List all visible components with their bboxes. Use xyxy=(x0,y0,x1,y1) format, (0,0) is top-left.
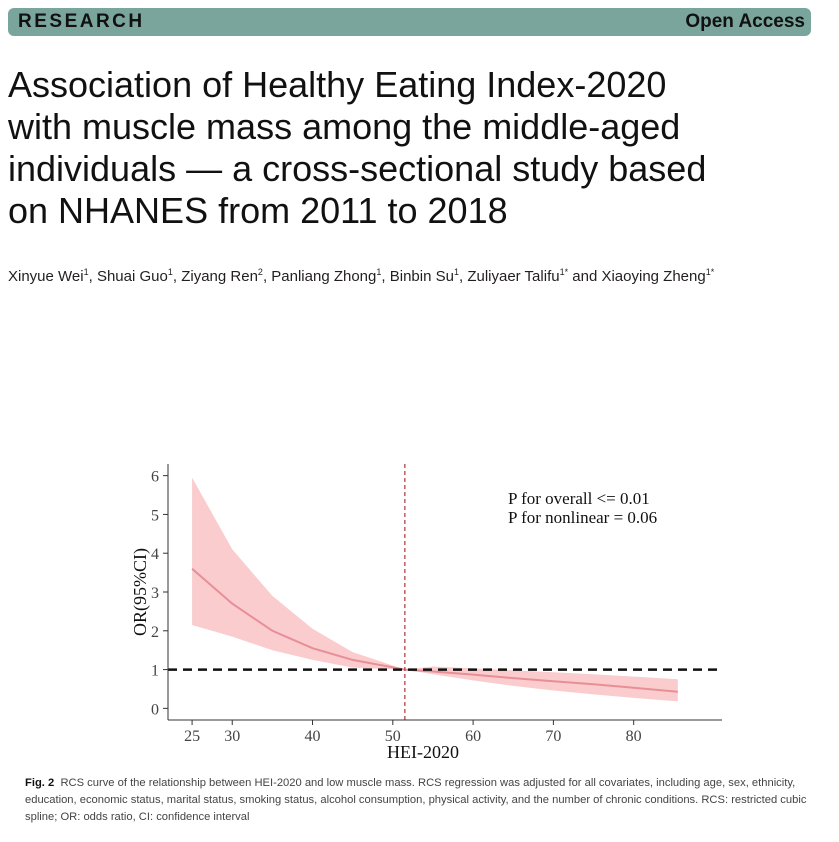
author-name: Panliang Zhong xyxy=(271,268,377,285)
author[interactable]: Ziyang Ren2 xyxy=(181,267,263,286)
author[interactable]: Shuai Guo1 xyxy=(96,267,173,286)
author-name: Xiaoying Zheng xyxy=(601,268,706,285)
y-tick-label: 5 xyxy=(151,507,159,524)
title-line: individuals — a cross-sectional study ba… xyxy=(8,148,707,189)
confidence-band xyxy=(192,477,678,702)
title-line: on NHANES from 2011 to 2018 xyxy=(8,190,508,231)
x-tick-label: 40 xyxy=(305,728,321,745)
article-title: Association of Healthy Eating Index-2020… xyxy=(8,64,808,232)
author-affiliation: 2 xyxy=(257,267,263,277)
x-tick-label: 25 xyxy=(184,728,200,745)
x-tick-label: 80 xyxy=(626,728,642,745)
y-tick-label: 4 xyxy=(151,546,159,563)
author-affiliation: 1 xyxy=(376,267,382,277)
author-affiliation: 1 xyxy=(453,267,459,277)
x-tick-label: 50 xyxy=(385,728,401,745)
section-label: RESEARCH xyxy=(18,11,145,32)
open-access-label: Open Access xyxy=(685,11,805,32)
caption-label: Fig. 2 xyxy=(25,777,55,789)
caption-text: RCS curve of the relationship between HE… xyxy=(25,777,807,823)
author[interactable]: Xinyue Wei1 xyxy=(8,267,89,286)
figure-caption: Fig. 2 RCS curve of the relationship bet… xyxy=(25,775,833,826)
y-tick-label: 3 xyxy=(151,585,159,602)
y-tick-label: 1 xyxy=(151,663,159,680)
author-list: Xinyue Wei1, Shuai Guo1, Ziyang Ren2, Pa… xyxy=(8,267,715,286)
x-tick-label: 30 xyxy=(224,728,240,745)
title-line: Association of Healthy Eating Index-2020 xyxy=(8,64,667,105)
rcs-chart: 0 1 2 3 4 5 6 25 30 40 50 60 70 80 HEI-2020 OR(95%CI) P … xyxy=(130,464,722,762)
author-name: Ziyang Ren xyxy=(181,268,258,285)
x-tick-label: 60 xyxy=(465,728,481,745)
author[interactable]: Binbin Su1 xyxy=(389,267,459,286)
author[interactable]: Xiaoying Zheng1* xyxy=(601,267,715,286)
y-tick-label: 6 xyxy=(151,469,159,486)
title-line: with muscle mass among the middle-aged xyxy=(8,106,681,147)
header-banner: RESEARCH Open Access xyxy=(8,8,811,36)
figure-2: 0 1 2 3 4 5 6 25 30 40 50 60 70 80 HEI-2020 OR(95%CI) P … xyxy=(130,462,726,762)
author[interactable]: Panliang Zhong1 xyxy=(271,267,382,286)
x-axis-title: HEI-2020 xyxy=(387,742,459,762)
p-value-annotation: P for overall <= 0.01 xyxy=(508,489,650,508)
y-tick-label: 0 xyxy=(151,701,159,718)
author-affiliation: 1 xyxy=(167,267,173,277)
y-tick-label: 2 xyxy=(151,624,159,641)
x-tick-label: 70 xyxy=(545,728,561,745)
author-affiliation: 1* xyxy=(559,267,569,277)
author-affiliation: 1* xyxy=(705,267,715,277)
author-name: Xinyue Wei xyxy=(8,268,84,285)
author-name: Binbin Su xyxy=(389,268,454,285)
author-name: Shuai Guo xyxy=(96,268,168,285)
author-name: Zuliyaer Talifu xyxy=(467,268,560,285)
or-curve xyxy=(191,567,678,693)
author-affiliation: 1 xyxy=(83,267,89,277)
p-value-annotation: P for nonlinear = 0.06 xyxy=(508,508,657,527)
author[interactable]: Zuliyaer Talifu1* xyxy=(467,267,569,286)
y-axis-title: OR(95%CI) xyxy=(130,548,151,636)
